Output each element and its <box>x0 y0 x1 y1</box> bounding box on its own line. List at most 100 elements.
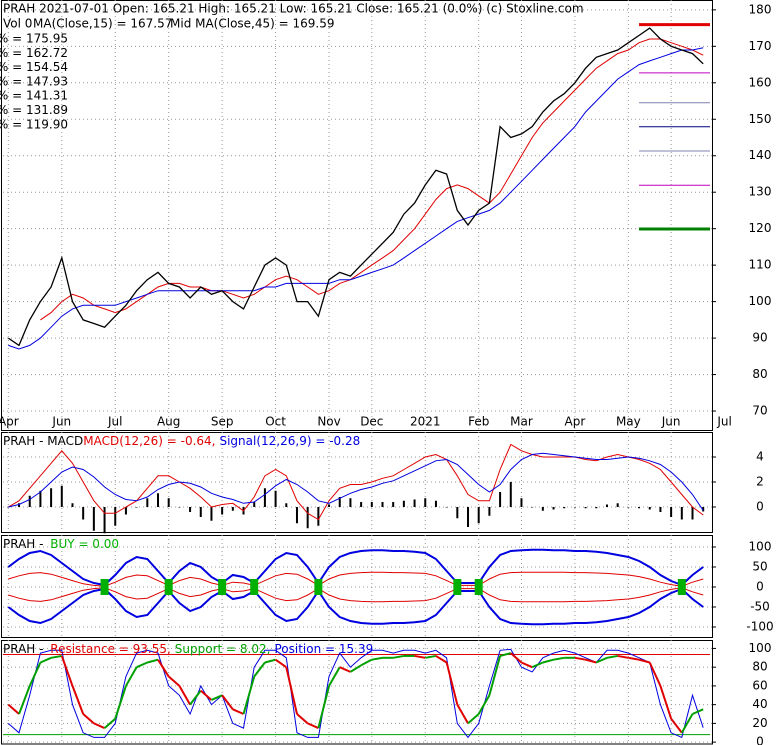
x-tick-label: Jun <box>661 415 681 429</box>
histogram-bar <box>167 498 170 507</box>
histogram-bar <box>616 503 619 507</box>
oscillator-segment <box>168 675 181 687</box>
oscillator-segment <box>339 666 351 673</box>
oscillator-segment <box>40 656 52 664</box>
y-tick-label: 160 <box>749 75 772 89</box>
histogram-bar <box>509 482 512 507</box>
oscillator-segment <box>692 708 704 715</box>
histogram-bar <box>488 507 491 516</box>
histogram-bar <box>231 507 234 511</box>
oscillator-segment <box>510 652 523 664</box>
oscillator-segment <box>71 685 85 715</box>
y-tick-label: 80 <box>752 660 767 674</box>
y-tick-label: 110 <box>749 258 772 272</box>
fib-label: 50% = 147.93 <box>0 74 68 88</box>
histogram-bar <box>210 507 213 521</box>
y-tick-label: 140 <box>749 148 772 162</box>
histogram-bar <box>103 507 106 534</box>
y-tick-label: 60 <box>752 678 767 692</box>
histogram-bar <box>146 498 149 507</box>
histogram-bar <box>456 507 459 519</box>
histogram-bar <box>317 507 320 526</box>
oscillator-segment <box>425 654 437 659</box>
histogram-bar <box>253 502 256 507</box>
position-title: PRAH - Resistance = 93.55, Support = 8.02… <box>3 642 373 656</box>
oscillator-segment <box>328 666 341 687</box>
band-line <box>7 587 704 626</box>
histogram-bar <box>659 507 662 512</box>
histogram-bar <box>328 504 331 507</box>
position-title-prefix: PRAH - <box>3 642 47 656</box>
histogram-bar <box>295 507 298 524</box>
buy-marker <box>314 579 323 595</box>
x-tick-label: Aug <box>157 415 180 429</box>
buy-marker <box>218 579 227 595</box>
histogram-bar <box>434 500 437 507</box>
y-tick-label: 50 <box>752 560 767 574</box>
oscillator-segment <box>445 662 459 705</box>
fib-label: 0% = 119.90 <box>0 117 68 131</box>
oscillator-segment <box>285 666 298 715</box>
histogram-bar <box>392 502 395 507</box>
oscillator-segment <box>103 717 116 729</box>
oscillator-segment <box>60 655 74 687</box>
band-line <box>8 571 704 587</box>
histogram-bar <box>563 507 566 509</box>
oscillator-segment <box>232 708 244 715</box>
y-tick-label: -100 <box>746 620 773 634</box>
oscillator-segment <box>414 654 426 659</box>
oscillator-segment <box>317 685 331 729</box>
histogram-bar <box>413 499 416 507</box>
ma-line <box>40 38 704 321</box>
fib-label: 61% = 154.54 <box>0 60 68 74</box>
oscillator-segment <box>542 658 554 664</box>
y-tick-label: 0 <box>756 735 764 745</box>
histogram-bar <box>702 507 705 512</box>
oscillator-segment <box>349 664 362 673</box>
position-panel-frame <box>1 640 713 745</box>
x-tick-label: Jul <box>716 415 731 429</box>
price-line <box>7 27 704 347</box>
buy-title-prefix: PRAH - <box>3 537 47 551</box>
oscillator-segment <box>531 661 544 669</box>
oscillator-segment <box>211 694 223 701</box>
oscillator-segment <box>360 658 373 667</box>
x-tick-label: Oct <box>265 415 286 429</box>
buy-marker <box>474 579 483 595</box>
oscillator-segment <box>499 652 512 657</box>
histogram-bar <box>670 507 673 517</box>
volume-label: Vol 0 <box>3 17 32 31</box>
histogram-bar <box>338 497 341 507</box>
oscillator-segment <box>617 654 629 659</box>
histogram-bar <box>691 507 694 520</box>
buy-marker <box>677 579 686 595</box>
fib-label: 78% = 162.72 <box>0 46 68 60</box>
oscillator-segment <box>574 656 586 661</box>
oscillator-segment <box>307 722 319 729</box>
oscillator-segment <box>659 685 673 720</box>
histogram-bar <box>263 488 266 507</box>
oscillator-segment <box>28 662 42 687</box>
macd-line <box>8 443 704 521</box>
x-tick-label: May <box>616 415 641 429</box>
histogram-bar <box>157 493 160 507</box>
oscillator-segment <box>393 654 405 659</box>
oscillator-segment <box>114 685 127 720</box>
histogram-bar <box>114 507 117 526</box>
histogram-bar <box>39 490 42 507</box>
histogram-bar <box>92 507 95 531</box>
y-tick-label: 20 <box>752 716 767 730</box>
y-tick-label: 70 <box>752 404 767 418</box>
oscillator-segment <box>147 658 159 664</box>
fib-label: 38% = 141.31 <box>0 89 68 103</box>
histogram-bar <box>595 507 598 509</box>
histogram-bar <box>477 507 480 524</box>
oscillator-segment <box>371 656 383 661</box>
y-tick-label: 0 <box>756 580 764 594</box>
position-label: Position = 15.39 <box>274 642 373 656</box>
histogram-bar <box>221 507 224 515</box>
histogram-bar <box>306 507 309 529</box>
histogram-bar <box>627 507 630 508</box>
